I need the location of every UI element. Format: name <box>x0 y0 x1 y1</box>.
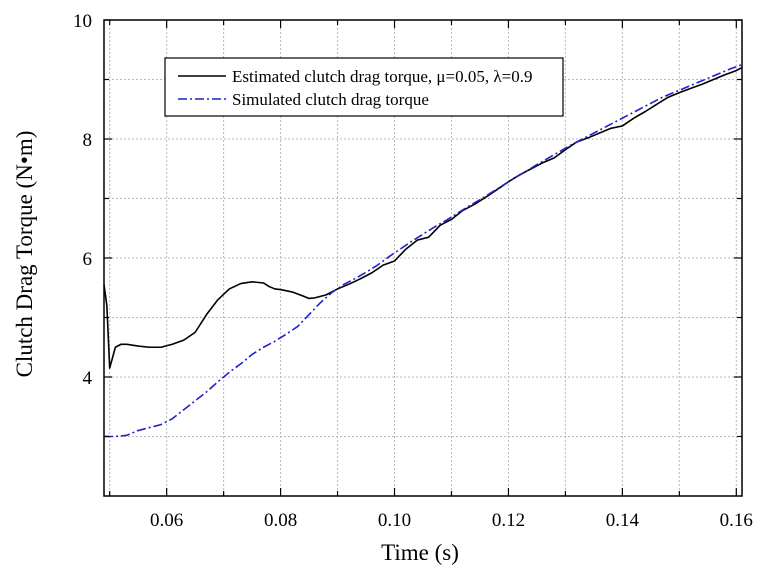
legend-label-estimated: Estimated clutch drag torque, μ=0.05, λ=… <box>232 67 532 86</box>
series-line-simulated <box>104 63 743 438</box>
x-tick-label: 0.06 <box>150 510 183 531</box>
series-layer <box>103 63 743 438</box>
y-tick-label: 8 <box>83 130 93 151</box>
y-tick-label: 10 <box>73 11 92 32</box>
y-tick-label: 4 <box>83 368 93 389</box>
x-axis-title: Time (s) <box>381 540 459 565</box>
grid <box>104 20 742 496</box>
legend-box <box>164 57 564 117</box>
series-line-estimated <box>103 66 743 369</box>
x-tick-label: 0.14 <box>606 510 640 531</box>
x-tick-label: 0.10 <box>378 510 411 531</box>
x-tick-label: 0.12 <box>492 510 525 531</box>
ticks <box>104 19 742 496</box>
y-tick-label: 6 <box>83 249 93 270</box>
legend: Estimated clutch drag torque, μ=0.05, λ=… <box>164 57 564 117</box>
x-tick-label: 0.16 <box>720 510 753 531</box>
tick-labels: 0.06 0.08 0.10 0.12 0.14 0.16 4 6 8 10 <box>73 11 753 531</box>
y-axis-title: Clutch Drag Torque (N•m) <box>12 131 37 378</box>
legend-label-simulated: Simulated clutch drag torque <box>232 90 429 109</box>
x-tick-label: 0.08 <box>264 510 297 531</box>
